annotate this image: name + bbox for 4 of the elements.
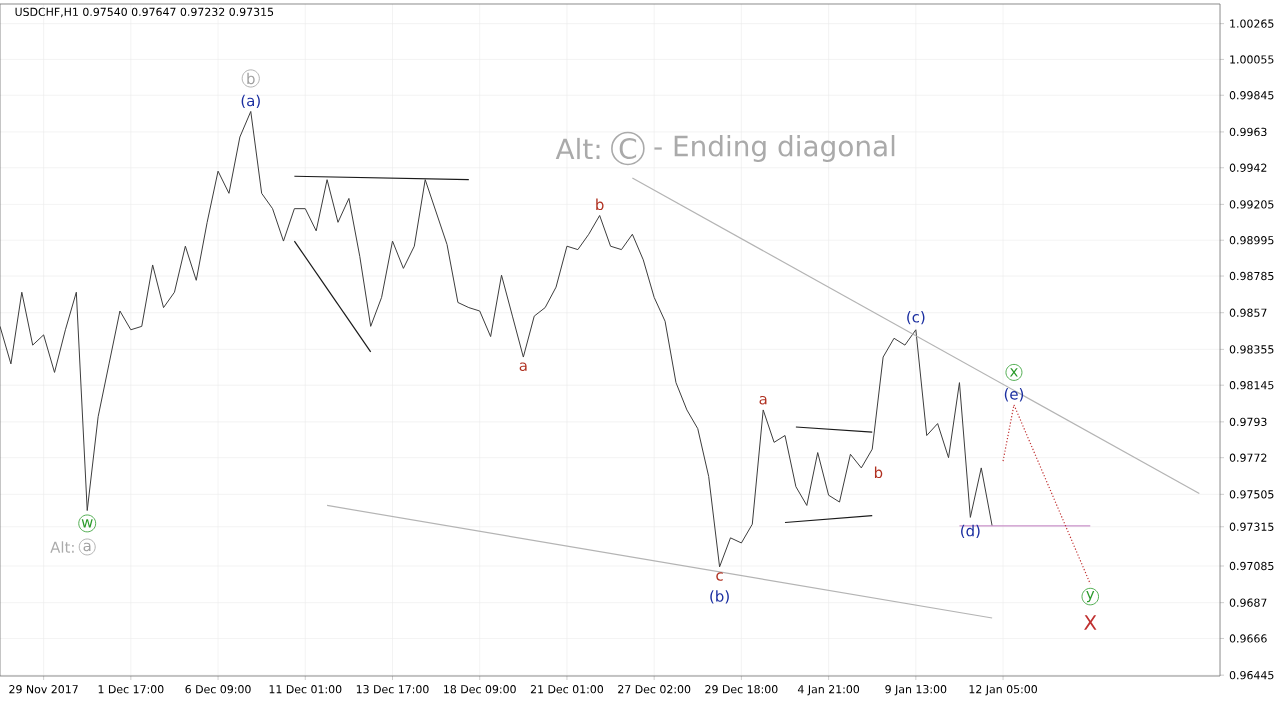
annotation: X [1084, 615, 1097, 630]
annotation: - Ending diagonal [654, 134, 895, 162]
annotation: Alt: [555, 137, 600, 160]
annotation: C [619, 137, 637, 160]
